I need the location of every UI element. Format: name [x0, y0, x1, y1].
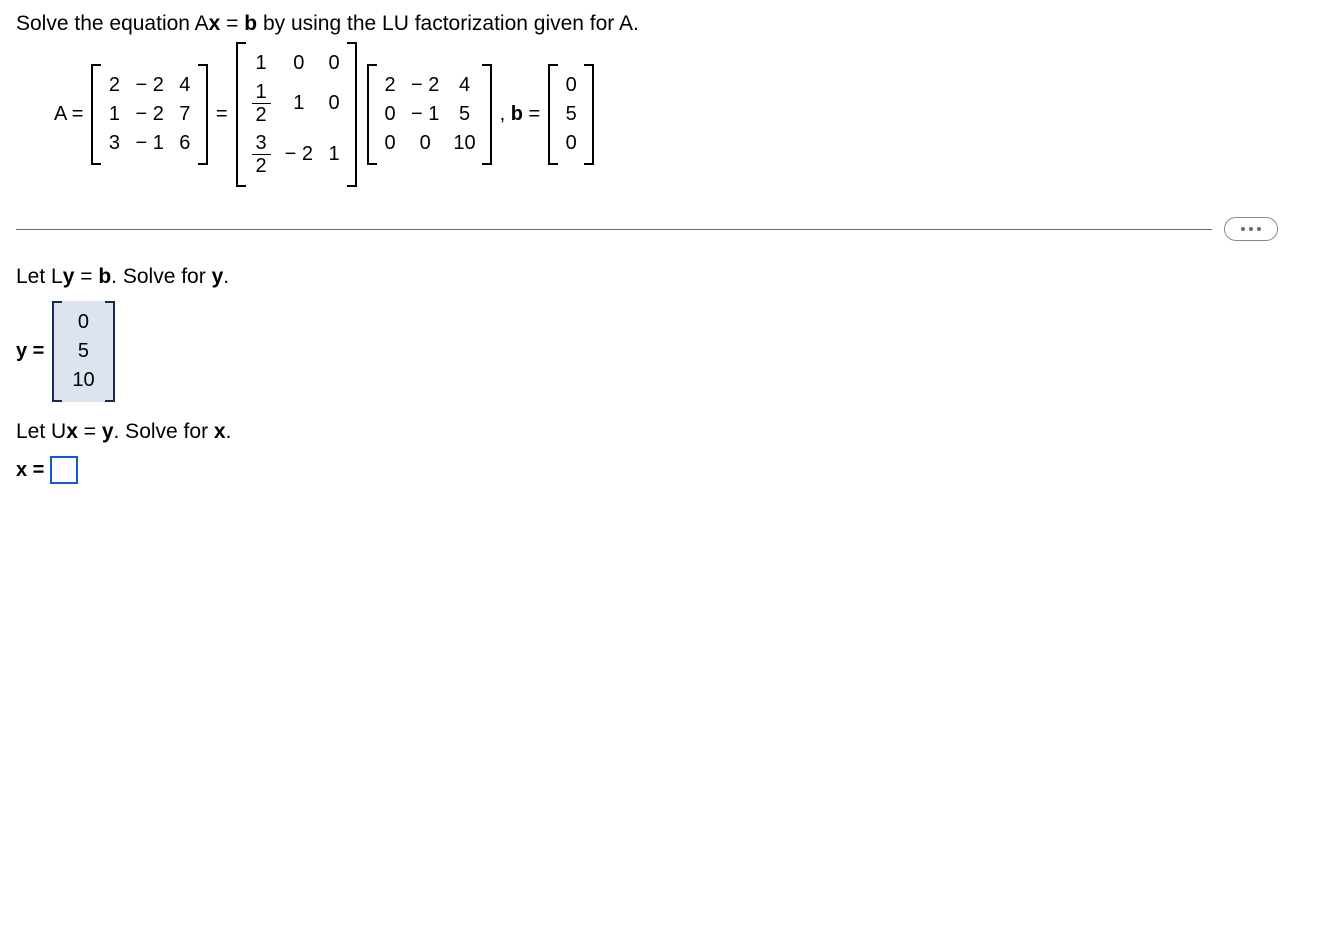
matrix-cell: 32 — [252, 132, 271, 177]
matrix-y-answer: 0 5 10 — [52, 301, 114, 402]
equation-row: A = 2− 241− 273− 16 = 100121032− 21 2− 2… — [54, 42, 1318, 187]
label-y: y = — [16, 340, 44, 363]
matrix-cell: 3 — [107, 132, 121, 155]
matrix-cell: 5 — [564, 103, 578, 126]
s2-y: y — [102, 420, 114, 443]
matrix-cell: 2 — [383, 74, 397, 97]
matrix-cell: 2 — [107, 74, 121, 97]
question-text: Solve the equation Ax = b by using the L… — [16, 12, 1318, 36]
s2-mid: = — [78, 420, 102, 443]
s1-end: . — [223, 265, 229, 288]
matrix-cell: − 1 — [135, 132, 163, 155]
divider — [16, 217, 1318, 241]
q-pre: Solve the equation A — [16, 12, 209, 35]
matrix-cell: 1 — [327, 143, 341, 166]
matrix-cell: 0 — [564, 74, 578, 97]
label-A: A = — [54, 103, 83, 126]
s2-post: . Solve for — [114, 420, 214, 443]
s1-y: y — [63, 265, 75, 288]
s1-b: b — [98, 265, 111, 288]
matrix-U: 2− 240− 150010 — [367, 64, 492, 165]
s2-pre: Let U — [16, 420, 66, 443]
matrix-cell: − 2 — [411, 74, 439, 97]
matrix-cell: 1 — [285, 92, 313, 115]
matrix-A: 2 − 2 4 1 − 2 7 3 − 1 6 — [91, 64, 207, 165]
matrix-cell: 0 — [564, 132, 578, 155]
matrix-cell: 12 — [252, 81, 271, 126]
q-mid: = — [220, 12, 244, 35]
matrix-cell: 7 — [178, 103, 192, 126]
matrix-cell: 0 — [72, 311, 94, 334]
x-answer-row: x = — [16, 456, 1318, 484]
more-button[interactable] — [1224, 217, 1278, 241]
y-answer-row: y = 0 5 10 — [16, 301, 1318, 402]
s1-pre: Let L — [16, 265, 63, 288]
matrix-cell: − 2 — [135, 103, 163, 126]
matrix-cell: 10 — [453, 132, 475, 155]
matrix-cell: − 2 — [285, 143, 313, 166]
matrix-cell: 6 — [178, 132, 192, 155]
x-input-box[interactable] — [50, 456, 78, 484]
matrix-cell: 5 — [453, 103, 475, 126]
matrix-cell: 0 — [383, 132, 397, 155]
divider-line — [16, 229, 1212, 230]
s2-x2: x — [214, 420, 226, 443]
s2-end: . — [226, 420, 232, 443]
matrix-cell: 1 — [252, 52, 271, 75]
matrix-cell: 0 — [285, 52, 313, 75]
matrix-cell: 10 — [72, 369, 94, 392]
label-eq: = — [216, 103, 228, 126]
matrix-cell: − 2 — [135, 74, 163, 97]
matrix-L: 100121032− 21 — [236, 42, 357, 187]
matrix-cell: 4 — [178, 74, 192, 97]
matrix-cell: 0 — [327, 92, 341, 115]
q-b: b — [244, 12, 257, 35]
q-x: x — [209, 12, 221, 35]
matrix-cell: 1 — [107, 103, 121, 126]
step1-text: Let Ly = b. Solve for y. — [16, 265, 1318, 289]
matrix-cell: − 1 — [411, 103, 439, 126]
label-x: x = — [16, 459, 44, 482]
matrix-cell: 4 — [453, 74, 475, 97]
s2-x: x — [66, 420, 78, 443]
matrix-b: 0 5 0 — [548, 64, 594, 165]
step2-text: Let Ux = y. Solve for x. — [16, 420, 1318, 444]
label-b: , b = — [500, 103, 541, 126]
s1-mid: = — [74, 265, 98, 288]
matrix-cell: 0 — [411, 132, 439, 155]
matrix-cell: 0 — [383, 103, 397, 126]
matrix-cell: 0 — [327, 52, 341, 75]
q-post: by using the LU factorization given for … — [257, 12, 639, 35]
matrix-cell: 5 — [72, 340, 94, 363]
s1-y2: y — [212, 265, 224, 288]
s1-post: . Solve for — [111, 265, 211, 288]
